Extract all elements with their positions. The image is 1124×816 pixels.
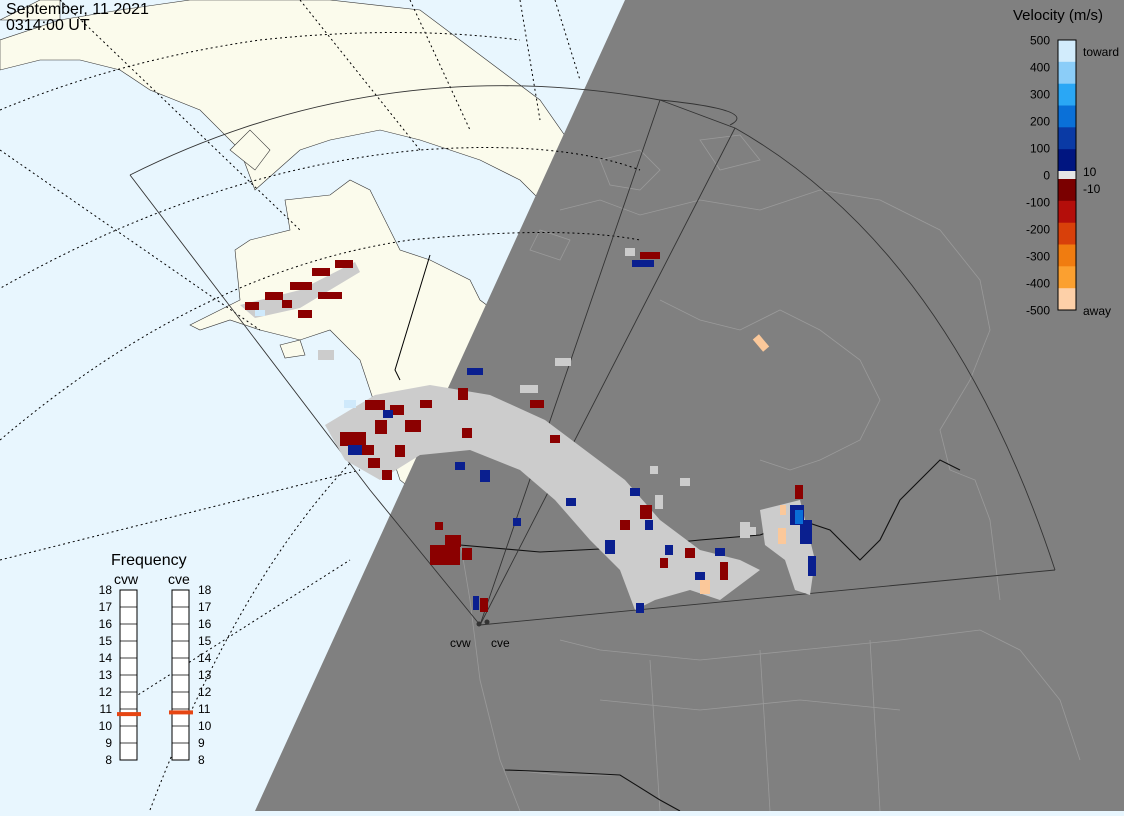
frequency-scale-label-left: 10 [99, 719, 113, 733]
frequency-scale-label-left: 15 [99, 634, 113, 648]
velocity-tick-label: 500 [1030, 34, 1050, 48]
velocity-label-plus10: 10 [1083, 165, 1097, 179]
frequency-title: Frequency [111, 552, 187, 569]
velocity-tick-label: 300 [1030, 88, 1050, 102]
frequency-panel: Frequency cvw cve 18 18 17 17 16 16 15 15 14 14 13… [99, 552, 212, 767]
velocity-tick-label: -500 [1026, 304, 1050, 318]
velocity-tick-label: 200 [1030, 115, 1050, 129]
frequency-scale-label-left: 9 [105, 736, 112, 750]
velocity-title: Velocity (m/s) [1013, 7, 1103, 24]
velocity-label-minus10: -10 [1083, 182, 1101, 196]
frequency-scale-label-left: 17 [99, 600, 113, 614]
fields-of-view [129, 85, 1056, 626]
frequency-scale-label-right: 14 [198, 651, 212, 665]
velocity-colorbar: Velocity (m/s) 500 400 300 200 100 0 -100 -200 -… [1013, 7, 1119, 318]
velocity-swatch-away-2 [1058, 222, 1076, 245]
radar-label-cvw: cvw [450, 636, 471, 650]
time-label: 0314:00 UT [6, 17, 90, 34]
velocity-colorbar-swatches [1057, 39, 1077, 311]
velocity-swatch-away-0 [1058, 179, 1076, 202]
velocity-tick-label: 400 [1030, 61, 1050, 75]
frequency-scale-labels: 18 18 17 17 16 16 15 15 14 14 13 13 12 12 11 11 10 10 9 9 8 8 [99, 583, 212, 767]
frequency-scale-label-right: 9 [198, 736, 205, 750]
velocity-away-label: away [1083, 304, 1111, 318]
frequency-markers [117, 710, 193, 717]
frequency-radar-name-cvw: cvw [114, 571, 139, 587]
frequency-scale-label-right: 11 [198, 702, 211, 716]
velocity-swatch-away-4 [1058, 266, 1076, 289]
frequency-scale-label-right: 12 [198, 685, 212, 699]
frequency-marker-cve [169, 710, 193, 715]
radar-site-cve [484, 619, 490, 625]
frequency-scale-label-left: 18 [99, 583, 113, 597]
frequency-scale-label-left: 12 [99, 685, 113, 699]
velocity-tick-label: -200 [1026, 223, 1050, 237]
radar-label-cve: cve [491, 636, 510, 650]
velocity-swatch-away-1 [1058, 200, 1076, 224]
frequency-scale-label-right: 10 [198, 719, 212, 733]
velocity-tick-label: -300 [1026, 250, 1050, 264]
frequency-scale-label-left: 13 [99, 668, 113, 682]
velocity-swatch-toward-2 [1058, 83, 1076, 106]
frequency-radar-name-cve: cve [168, 571, 190, 587]
radar-sites: cvw cve [450, 619, 510, 650]
frequency-scale-label-right: 16 [198, 617, 212, 631]
velocity-swatch-toward-5 [1058, 149, 1076, 172]
frequency-scale-label-right: 18 [198, 583, 212, 597]
velocity-tick-label: -100 [1026, 196, 1050, 210]
frequency-scale-label-right: 15 [198, 634, 212, 648]
velocity-swatch-toward-0 [1058, 40, 1076, 63]
velocity-tick-label: 0 [1043, 169, 1050, 183]
velocity-swatch-away-5 [1058, 288, 1076, 311]
frequency-marker-cvw [117, 712, 141, 717]
velocity-tick-label: -400 [1026, 277, 1050, 291]
frequency-scale-label-right: 8 [198, 753, 205, 767]
frequency-scale-label-left: 16 [99, 617, 113, 631]
date-label: September, 11 2021 [6, 1, 149, 18]
radar-site-cvw [476, 621, 482, 627]
coastlines-night [459, 134, 1081, 812]
frequency-grid [120, 606, 189, 744]
velocity-swatch-toward-4 [1058, 127, 1076, 150]
night-shade [255, 0, 1124, 811]
frequency-scale-label-left: 8 [105, 753, 112, 767]
velocity-tick-label: 100 [1030, 142, 1050, 156]
velocity-swatch-toward-1 [1058, 61, 1076, 85]
velocity-swatch-zero [1058, 171, 1076, 179]
velocity-swatch-away-3 [1058, 244, 1076, 267]
velocity-colorbar-frame [1057, 39, 1077, 311]
frequency-scale-label-left: 14 [99, 651, 113, 665]
velocity-patches [245, 248, 816, 613]
frequency-scale-label-left: 11 [100, 702, 113, 716]
frequency-scale-label-right: 17 [198, 600, 212, 614]
velocity-toward-label: toward [1083, 45, 1119, 59]
frequency-scale-label-right: 13 [198, 668, 212, 682]
velocity-swatch-toward-3 [1058, 105, 1076, 128]
velocity-tick-labels: 500 400 300 200 100 0 -100 -200 -300 -400 -500 [1026, 34, 1050, 318]
